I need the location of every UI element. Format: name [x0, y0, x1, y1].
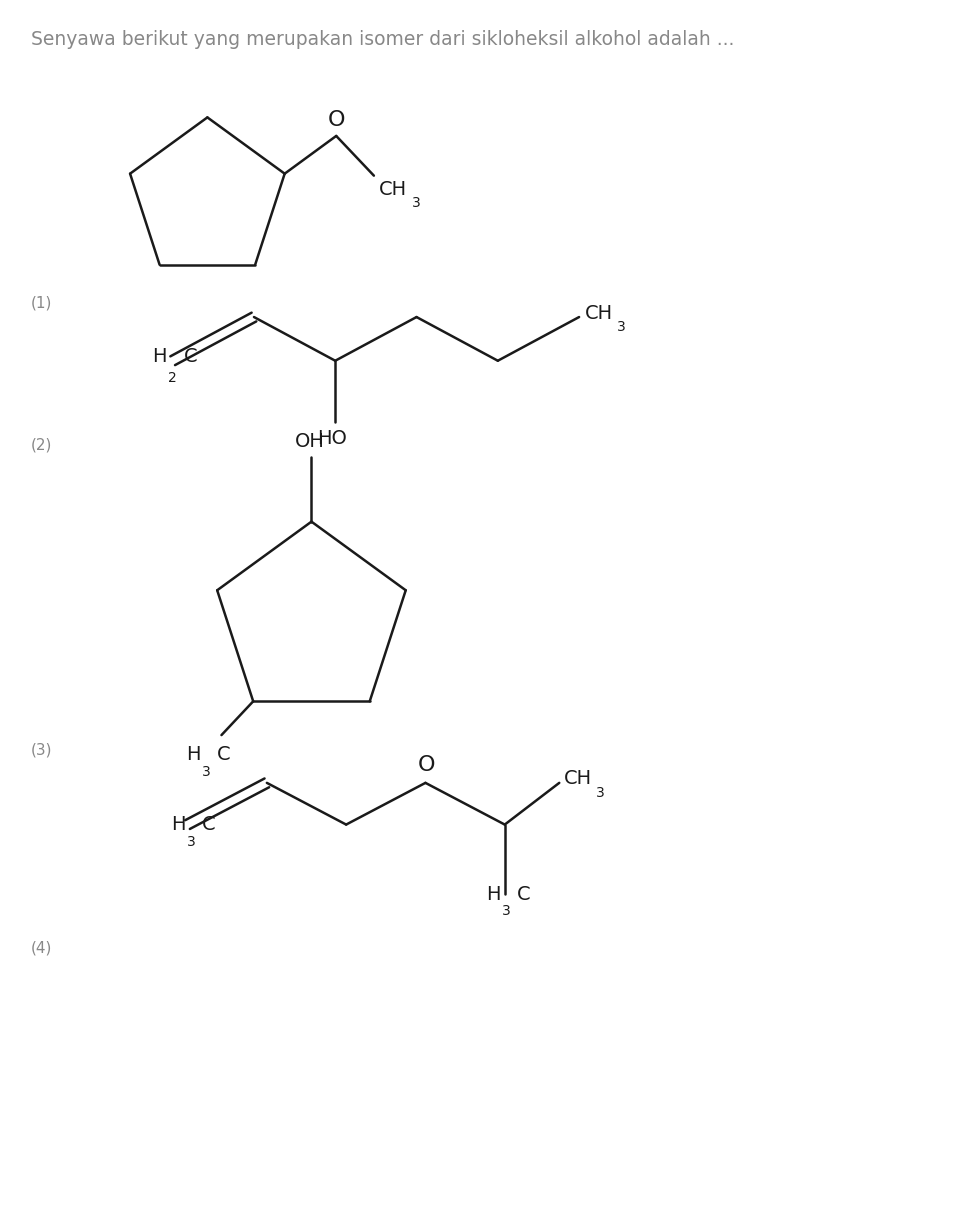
Text: H: H: [152, 347, 167, 367]
Text: C: C: [216, 746, 230, 764]
Text: (2): (2): [30, 437, 52, 452]
Text: O: O: [327, 110, 345, 130]
Text: H: H: [171, 815, 186, 835]
Text: C: C: [183, 347, 197, 367]
Text: H: H: [486, 885, 500, 904]
Text: 3: 3: [201, 764, 211, 779]
Text: O: O: [417, 755, 435, 774]
Text: CH: CH: [584, 304, 613, 323]
Text: C: C: [201, 815, 214, 835]
Text: 2: 2: [168, 371, 176, 384]
Text: Senyawa berikut yang merupakan isomer dari sikloheksil alkohol adalah ...: Senyawa berikut yang merupakan isomer da…: [30, 30, 734, 49]
Text: (1): (1): [30, 295, 52, 310]
Text: C: C: [517, 885, 530, 904]
Text: CH: CH: [378, 180, 407, 198]
Text: 3: 3: [411, 196, 420, 209]
Text: (4): (4): [30, 940, 52, 955]
Text: HO: HO: [317, 430, 347, 448]
Text: 3: 3: [596, 785, 604, 800]
Text: H: H: [186, 746, 200, 764]
Text: 3: 3: [187, 835, 195, 848]
Text: OH: OH: [294, 432, 324, 451]
Text: 3: 3: [501, 904, 510, 918]
Text: CH: CH: [563, 769, 592, 788]
Text: 3: 3: [617, 320, 625, 334]
Text: (3): (3): [30, 742, 52, 757]
